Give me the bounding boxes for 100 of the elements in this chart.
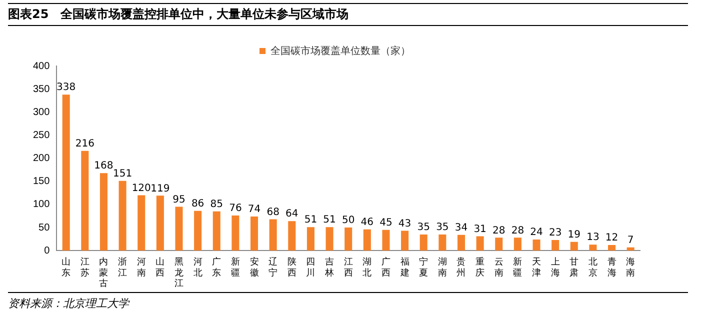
bar	[438, 234, 446, 251]
y-tick-label: 100	[32, 199, 50, 210]
x-tick-label: 广东	[212, 256, 222, 278]
data-label: 51	[323, 214, 336, 226]
bar	[100, 173, 108, 251]
data-label: 168	[94, 160, 114, 172]
x-tick-label: 黑龙江	[174, 256, 184, 288]
data-label: 46	[360, 216, 374, 228]
y-tick-label: 0	[44, 245, 50, 256]
x-tick-label: 广西	[381, 256, 390, 278]
x-tick-label: 甘肃	[570, 256, 579, 278]
bar	[457, 234, 466, 251]
y-tick-label: 250	[32, 130, 50, 141]
data-label: 64	[286, 208, 298, 220]
data-label: 74	[248, 204, 261, 216]
data-label: 28	[511, 225, 524, 236]
bar	[363, 229, 371, 251]
bar	[326, 227, 334, 251]
x-tick-label: 贵州	[456, 256, 466, 278]
bar	[570, 242, 578, 251]
legend-label: 全国碳市场覆盖单位数量（家）	[270, 44, 410, 57]
bar	[62, 94, 70, 251]
y-tick-label: 300	[32, 106, 50, 118]
bar	[344, 228, 352, 251]
bar	[212, 211, 220, 251]
x-tick-label: 河北	[193, 256, 202, 278]
data-label: 35	[417, 222, 430, 234]
data-label: 119	[150, 183, 170, 194]
data-label: 95	[172, 194, 186, 206]
y-tick-label: 50	[38, 222, 50, 234]
x-tick-label: 山东	[62, 256, 71, 278]
data-label: 120	[132, 182, 151, 194]
data-label: 35	[436, 222, 449, 234]
x-tick-label: 福建	[399, 256, 410, 278]
x-tick-label: 海南	[626, 256, 636, 278]
x-tick-label: 湖北	[362, 256, 372, 278]
bar	[232, 216, 240, 251]
bar	[250, 216, 258, 251]
y-tick-label: 150	[32, 176, 50, 188]
data-label: 12	[605, 232, 618, 244]
x-tick-label: 浙江	[118, 256, 128, 278]
x-tick-label: 安徽	[250, 256, 259, 278]
data-label: 31	[474, 224, 486, 235]
data-label: 50	[342, 215, 355, 226]
data-label: 24	[530, 227, 543, 238]
data-label: 45	[380, 217, 392, 228]
bar	[81, 150, 89, 251]
x-tick-label: 山西	[156, 256, 165, 278]
x-tick-label: 内蒙古	[99, 256, 108, 288]
x-tick-label: 四川	[306, 256, 316, 278]
bar	[194, 210, 202, 251]
x-tick-label: 天津	[532, 256, 542, 278]
bar	[156, 196, 164, 251]
bar	[420, 234, 428, 251]
bar	[306, 227, 314, 251]
bar	[589, 244, 597, 251]
bar	[138, 195, 146, 251]
data-label: 13	[586, 232, 600, 244]
bar	[288, 221, 296, 251]
bar	[269, 219, 277, 251]
x-tick-label: 江西	[344, 256, 353, 278]
x-tick-label: 辽宁	[268, 256, 278, 278]
bar	[532, 240, 540, 251]
data-label: 151	[112, 168, 132, 180]
bar	[476, 236, 484, 251]
x-tick-label: 新疆	[513, 256, 522, 278]
x-tick-label: 上海	[550, 256, 560, 278]
x-tick-label: 重庆	[476, 256, 485, 278]
data-label: 86	[191, 198, 204, 210]
bar	[626, 247, 634, 251]
data-label: 338	[56, 82, 76, 94]
data-label: 19	[568, 229, 581, 240]
bar	[608, 245, 616, 251]
bar	[382, 230, 390, 251]
bar	[401, 230, 409, 251]
data-label: 43	[398, 218, 412, 230]
y-tick-label: 200	[32, 153, 50, 164]
data-label: 23	[548, 228, 562, 239]
data-label: 76	[229, 203, 242, 214]
data-label: 216	[75, 138, 94, 150]
data-label: 7	[627, 234, 634, 246]
data-label: 34	[454, 222, 468, 234]
bar	[552, 240, 560, 251]
bar	[118, 180, 126, 251]
data-label: 28	[492, 225, 506, 236]
x-tick-label: 吉林	[324, 256, 334, 278]
x-tick-label: 北京	[588, 256, 598, 278]
y-tick-label: 400	[32, 60, 50, 72]
x-tick-label: 宁夏	[419, 256, 428, 278]
x-tick-label: 湖南	[438, 256, 447, 278]
x-tick-label: 新疆	[230, 256, 240, 278]
bar	[495, 238, 503, 251]
bar	[514, 238, 522, 251]
data-label: 68	[266, 206, 280, 218]
x-tick-label: 云南	[494, 256, 504, 278]
x-tick-label: 江苏	[80, 256, 90, 278]
x-tick-label: 陕西	[287, 256, 296, 278]
text: 资料来源：北京理工大学	[8, 292, 688, 311]
data-label: 51	[304, 214, 318, 226]
bar	[175, 206, 183, 251]
